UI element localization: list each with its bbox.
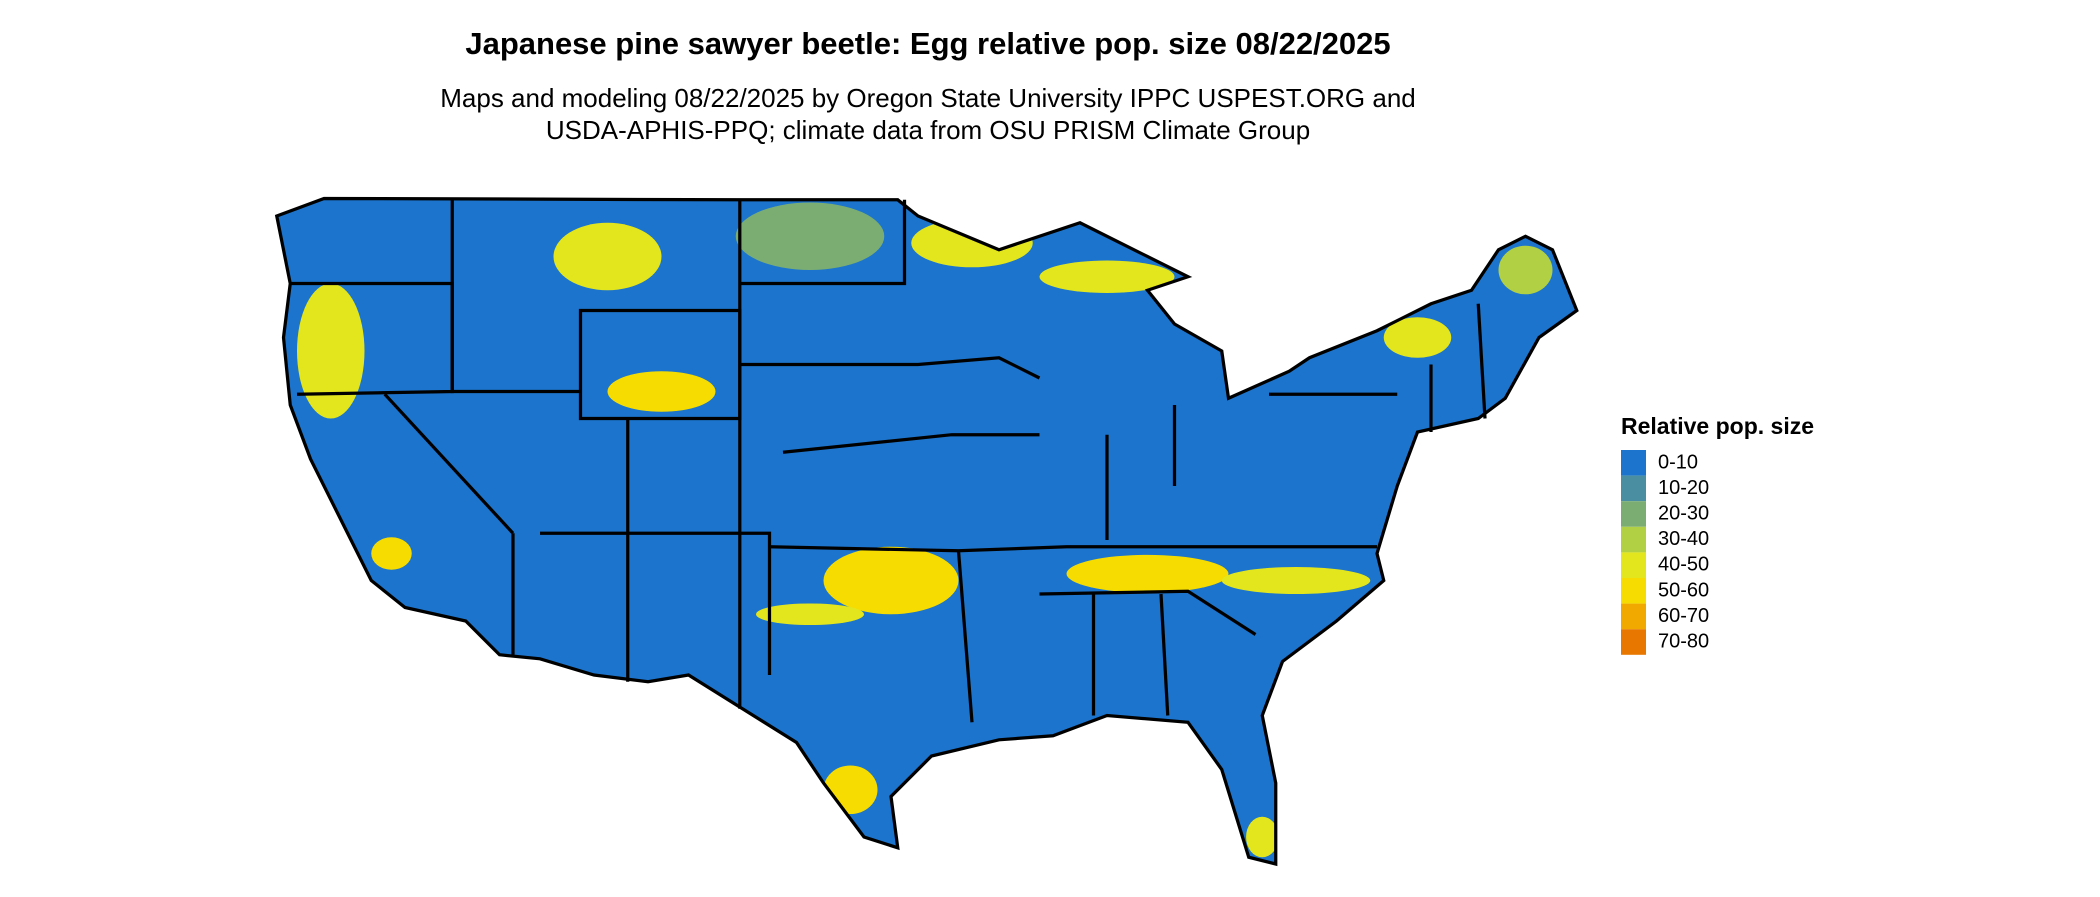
state-borders	[275, 196, 1579, 866]
legend-title: Relative pop. size	[1621, 413, 1814, 439]
legend-label: 20-30	[1658, 502, 1709, 524]
legend-label: 30-40	[1658, 528, 1709, 550]
title: Japanese pine sawyer beetle: Egg relativ…	[465, 26, 1390, 61]
legend-label: 60-70	[1658, 605, 1709, 627]
legend-label: 10-20	[1658, 477, 1709, 499]
legend-swatch	[1621, 501, 1646, 527]
subtitle-line: USDA-APHIS-PPQ; climate data from OSU PR…	[546, 115, 1310, 145]
legend-label: 40-50	[1658, 554, 1709, 576]
legend-label: 50-60	[1658, 579, 1709, 601]
legend-swatch	[1621, 603, 1646, 630]
legend-swatch	[1621, 526, 1646, 553]
legend-swatch	[1621, 629, 1646, 655]
subtitle-line: Maps and modeling 08/22/2025 by Oregon S…	[440, 83, 1416, 113]
population-patches	[297, 202, 1553, 858]
legend-label: 0-10	[1658, 451, 1698, 473]
us-map	[275, 196, 1579, 866]
land	[276, 198, 1577, 864]
legend: 0-10 10-20 20-30 30-40 40-50 50-60 60-70 70-80	[1621, 450, 1709, 655]
legend-swatch	[1621, 475, 1646, 502]
legend-swatch	[1621, 552, 1646, 578]
legend-label: 70-80	[1658, 630, 1709, 652]
legend-swatch	[1621, 450, 1646, 476]
legend-swatch	[1621, 578, 1646, 604]
